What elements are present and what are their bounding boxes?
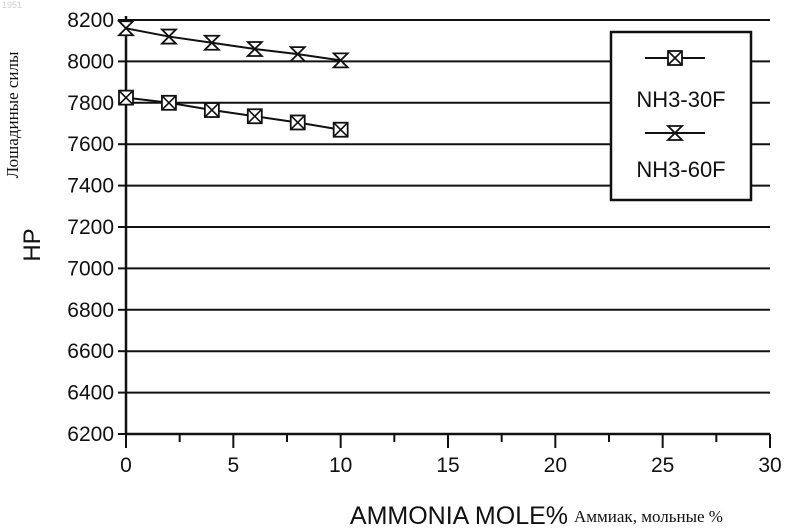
y-axis-label-en: HP bbox=[19, 228, 46, 261]
series bbox=[119, 21, 348, 136]
xtick-label-5: 5 bbox=[227, 454, 239, 477]
legend-label-NH3-30F: NH3-30F bbox=[636, 87, 725, 112]
point-NH3-30F-4 bbox=[205, 103, 219, 117]
point-NH3-30F-8 bbox=[291, 115, 305, 129]
ytick-label-6200: 6200 bbox=[67, 423, 114, 446]
ytick-label-7000: 7000 bbox=[67, 257, 114, 280]
y-axis-label: HP bbox=[19, 228, 46, 261]
ytick-label-6400: 6400 bbox=[67, 382, 114, 405]
y-axis-label-secondary: Лошадиные силы bbox=[3, 51, 22, 178]
ytick-label-6600: 6600 bbox=[67, 340, 114, 363]
xtick-label-10: 10 bbox=[329, 454, 352, 477]
ytick-label-8200: 8200 bbox=[67, 9, 114, 32]
ytick-label-8000: 8000 bbox=[67, 50, 114, 73]
xtick-label-20: 20 bbox=[544, 454, 567, 477]
y-axis-label-ru: Лошадиные силы bbox=[3, 51, 22, 178]
ytick-label-6800: 6800 bbox=[67, 299, 114, 322]
point-NH3-30F-2 bbox=[162, 96, 176, 110]
ytick-label-7200: 7200 bbox=[67, 216, 114, 239]
point-NH3-30F-6 bbox=[248, 109, 262, 123]
xtick-label-30: 30 bbox=[758, 454, 781, 477]
legend-label-NH3-60F: NH3-60F bbox=[636, 157, 725, 182]
point-NH3-30F-0 bbox=[119, 91, 133, 105]
xtick-label-15: 15 bbox=[436, 454, 459, 477]
xtick-label-25: 25 bbox=[651, 454, 674, 477]
x-axis-label-ru: Аммиак, мольные % bbox=[574, 507, 723, 526]
x-ticks: 0 5 10 15 20 25 30 bbox=[120, 434, 782, 477]
x-axis-label: AMMONIA MOLE% Аммиак, мольные % bbox=[350, 502, 723, 530]
legend: NH3-30F NH3-60F bbox=[611, 32, 751, 200]
point-NH3-30F-10 bbox=[334, 123, 348, 137]
ytick-label-7800: 7800 bbox=[67, 92, 114, 115]
series-line-NH3-60F bbox=[126, 28, 341, 60]
series-NH3-30F bbox=[119, 91, 348, 137]
x-axis-label-en: AMMONIA MOLE% bbox=[350, 502, 568, 530]
legend-marker-NH3-30F bbox=[668, 51, 682, 65]
ytick-label-7600: 7600 bbox=[67, 133, 114, 156]
xtick-label-0: 0 bbox=[120, 454, 132, 477]
ytick-label-7400: 7400 bbox=[67, 175, 114, 198]
y-ticks: 6200 6400 6600 6800 7000 7200 7400 7600 7800 8000… bbox=[67, 9, 126, 446]
